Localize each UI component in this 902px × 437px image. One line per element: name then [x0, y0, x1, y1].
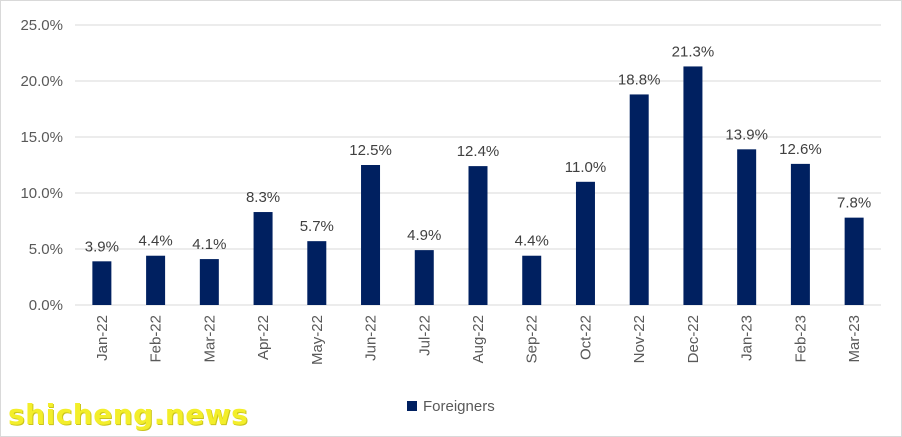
data-labels: 3.9% 4.4% 4.1% 8.3% 5.7% 12.5% 4.9% 12.4% 4.4% 11…: [85, 43, 871, 255]
bar: [92, 261, 112, 305]
legend-swatch-foreigners: [407, 401, 417, 411]
watermark-logo: shicheng.news: [8, 398, 249, 431]
bar: [844, 217, 864, 305]
x-tick-label: Mar-22: [201, 315, 218, 363]
y-tick-label: 15.0%: [20, 129, 63, 146]
data-label: 11.0%: [565, 159, 606, 176]
x-tick-label: Jan-23: [739, 315, 756, 361]
data-label: 3.9%: [85, 238, 119, 255]
data-label: 7.8%: [837, 195, 871, 212]
bar: [253, 212, 273, 305]
y-tick-label: 5.0%: [29, 241, 63, 258]
data-label: 21.3%: [672, 43, 715, 60]
y-tick-label: 20.0%: [20, 73, 63, 90]
bar: [790, 163, 810, 305]
bar: [146, 255, 166, 305]
x-tick-label: May-22: [309, 315, 326, 365]
data-label: 8.3%: [246, 189, 280, 206]
data-label: 4.4%: [515, 233, 549, 250]
bar: [468, 166, 488, 305]
y-axis-ticks: 0.0% 5.0% 10.0% 15.0% 20.0% 25.0%: [20, 17, 63, 314]
x-tick-label: Aug-22: [470, 315, 487, 363]
data-label: 12.6%: [779, 141, 822, 158]
x-tick-label: Jul-22: [416, 315, 433, 356]
x-tick-label: Apr-22: [255, 315, 272, 360]
x-tick-label: Sep-22: [524, 315, 541, 363]
x-axis-ticks: Jan-22 Feb-22 Mar-22 Apr-22 May-22 Jun-22 Jul-…: [94, 315, 863, 365]
y-tick-label: 0.0%: [29, 297, 63, 314]
x-tick-label: Mar-23: [846, 315, 863, 363]
bar: [575, 181, 595, 305]
legend-label-foreigners: Foreigners: [423, 398, 495, 415]
x-tick-label: Jan-22: [94, 315, 111, 361]
x-tick-label: Oct-22: [577, 315, 594, 360]
bar: [522, 255, 542, 305]
data-label: 4.9%: [407, 227, 441, 244]
bar: [683, 66, 703, 305]
data-label: 4.1%: [192, 236, 226, 253]
y-tick-label: 10.0%: [20, 185, 63, 202]
bar: [307, 241, 327, 305]
x-tick-label: Jun-22: [363, 315, 380, 361]
legend: Foreigners: [407, 398, 495, 415]
x-tick-label: Nov-22: [631, 315, 648, 363]
data-label: 13.9%: [725, 126, 768, 143]
data-label: 5.7%: [300, 218, 334, 235]
bar: [361, 165, 381, 305]
data-label: 12.4%: [457, 143, 500, 160]
x-tick-label: Feb-23: [792, 315, 809, 363]
bar: [737, 149, 757, 305]
x-tick-label: Dec-22: [685, 315, 702, 363]
data-label: 18.8%: [618, 71, 661, 88]
data-label: 12.5%: [349, 142, 392, 159]
bar: [199, 259, 219, 305]
bars: [92, 66, 864, 305]
x-tick-label: Feb-22: [148, 315, 165, 363]
bar: [414, 250, 434, 305]
data-label: 4.4%: [138, 233, 172, 250]
bar: [629, 94, 649, 305]
y-tick-label: 25.0%: [20, 17, 63, 34]
